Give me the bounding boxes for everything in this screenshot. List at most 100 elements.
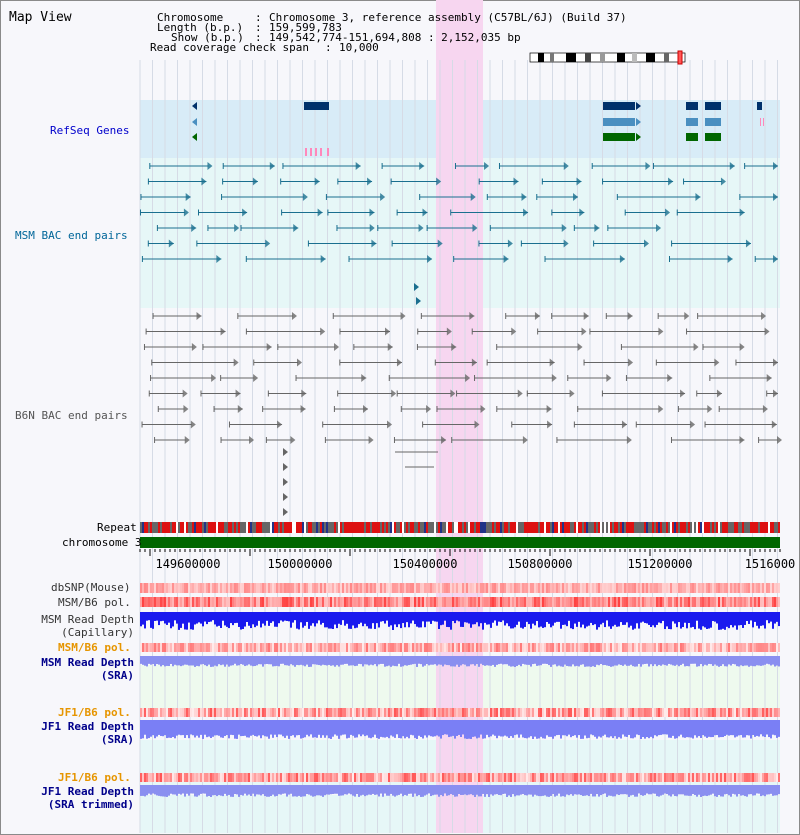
read-depth-bar: [688, 720, 690, 738]
polymorphism-density-bar: [368, 773, 370, 782]
read-depth-bar: [276, 785, 278, 796]
repeat-segment: [460, 522, 462, 533]
polymorphism-density-bar: [452, 773, 454, 782]
polymorphism-density-bar: [714, 583, 716, 593]
read-depth-bar: [318, 612, 320, 621]
polymorphism-density-bar: [752, 643, 754, 652]
repeat-segment: [236, 522, 238, 533]
polymorphism-density-bar: [200, 708, 202, 717]
polymorphism-density-bar: [564, 708, 566, 717]
polymorphism-density-bar: [156, 708, 158, 717]
polymorphism-density-bar: [570, 583, 572, 593]
read-depth-bar: [538, 785, 540, 797]
read-depth-bar: [148, 612, 150, 621]
polymorphism-density-bar: [380, 643, 382, 652]
polymorphism-density-bar: [642, 643, 644, 652]
polymorphism-density-bar: [524, 773, 526, 782]
polymorphism-density-bar: [526, 583, 528, 593]
polymorphism-density-bar: [466, 583, 468, 593]
read-depth-bar: [154, 656, 156, 667]
polymorphism-density-bar: [454, 708, 456, 717]
polymorphism-density-bar: [312, 708, 314, 717]
polymorphism-density-bar: [540, 773, 542, 782]
polymorphism-density-bar: [616, 773, 618, 782]
polymorphism-density-bar: [374, 583, 376, 593]
read-depth-bar: [162, 785, 164, 797]
repeat-segment: [622, 522, 624, 533]
polymorphism-density-bar: [458, 597, 460, 607]
read-depth-bar: [676, 656, 678, 665]
polymorphism-density-bar: [640, 643, 642, 652]
polymorphism-density-bar: [634, 708, 636, 717]
polymorphism-density-bar: [628, 773, 630, 782]
read-depth-bar: [392, 612, 394, 630]
polymorphism-density-bar: [590, 583, 592, 593]
polymorphism-density-bar: [680, 583, 682, 593]
read-depth-bar: [306, 785, 308, 795]
polymorphism-density-bar: [638, 597, 640, 607]
polymorphism-density-bar: [156, 583, 158, 593]
read-depth-bar: [698, 612, 700, 629]
bac-end-arrow: [237, 405, 243, 413]
repeat-segment: [536, 522, 538, 533]
polymorphism-density-bar: [216, 643, 218, 652]
repeat-segment: [312, 522, 314, 533]
read-depth-bar: [596, 612, 598, 630]
polymorphism-density-bar: [574, 597, 576, 607]
polymorphism-density-bar: [642, 708, 644, 717]
polymorphism-density-bar: [194, 773, 196, 782]
read-depth-bar: [140, 720, 142, 739]
read-depth-bar: [170, 656, 172, 664]
read-depth-bar: [590, 612, 592, 623]
read-depth-bar: [162, 612, 164, 621]
polymorphism-density-bar: [602, 597, 604, 607]
read-depth-bar: [370, 785, 372, 795]
read-depth-bar: [748, 656, 750, 667]
polymorphism-density-bar: [378, 643, 380, 652]
polymorphism-density-bar: [708, 583, 710, 593]
polymorphism-density-bar: [232, 597, 234, 607]
read-depth-bar: [758, 612, 760, 629]
read-depth-bar: [602, 612, 604, 623]
repeat-segment: [730, 522, 732, 533]
polymorphism-density-bar: [282, 643, 284, 652]
read-depth-bar: [592, 612, 594, 626]
repeat-segment: [650, 522, 652, 533]
read-depth-bar: [476, 720, 478, 739]
polymorphism-density-bar: [356, 643, 358, 652]
bac-end-arrow: [511, 327, 517, 336]
read-depth-bar: [420, 720, 422, 737]
polymorphism-density-bar: [356, 773, 358, 782]
polymorphism-density-bar: [778, 583, 780, 593]
polymorphism-density-bar: [188, 583, 190, 593]
read-depth-bar: [668, 612, 670, 629]
bac-end-arrow: [387, 343, 393, 351]
read-depth-bar: [534, 612, 536, 626]
polymorphism-density-bar: [236, 583, 238, 593]
read-depth-bar: [358, 656, 360, 664]
repeat-segment: [412, 522, 414, 533]
read-depth-bar: [656, 656, 658, 667]
polymorphism-density-bar: [772, 643, 774, 652]
polymorphism-density-bar: [248, 597, 250, 607]
polymorphism-density-bar: [312, 773, 314, 782]
read-depth-bar: [358, 785, 360, 797]
repeat-segment: [350, 522, 352, 533]
read-depth-bar: [396, 785, 398, 796]
read-depth-bar: [560, 720, 562, 739]
polymorphism-density-bar: [488, 773, 490, 782]
read-depth-bar: [170, 720, 172, 738]
repeat-segment: [732, 522, 734, 533]
repeat-segment: [228, 522, 230, 533]
read-depth-bar: [536, 656, 538, 666]
polymorphism-density-bar: [746, 773, 748, 782]
polymorphism-density-bar: [674, 597, 676, 607]
bac-end-arrow: [739, 436, 745, 444]
polymorphism-density-bar: [484, 583, 486, 593]
read-depth-bar: [766, 720, 768, 735]
read-depth-bar: [552, 720, 554, 739]
read-depth-bar: [542, 656, 544, 664]
polymorphism-density-bar: [672, 773, 674, 782]
read-depth-bar: [682, 720, 684, 738]
